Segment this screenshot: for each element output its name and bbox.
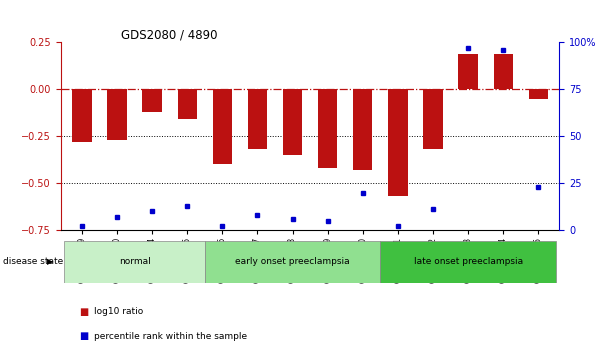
Bar xyxy=(388,89,407,196)
Bar xyxy=(528,89,548,99)
Text: ▶: ▶ xyxy=(47,257,54,267)
Bar xyxy=(142,89,162,112)
Bar xyxy=(178,89,197,119)
Bar xyxy=(213,89,232,164)
Bar xyxy=(108,89,126,140)
Text: log10 ratio: log10 ratio xyxy=(94,307,143,316)
Text: percentile rank within the sample: percentile rank within the sample xyxy=(94,332,247,341)
Bar xyxy=(318,89,337,168)
Bar xyxy=(353,89,372,170)
Bar xyxy=(283,89,302,155)
Bar xyxy=(458,54,478,89)
Text: early onset preeclampsia: early onset preeclampsia xyxy=(235,257,350,267)
Text: normal: normal xyxy=(119,257,150,267)
Bar xyxy=(64,241,205,283)
Text: ■: ■ xyxy=(79,307,88,316)
Bar xyxy=(380,241,556,283)
Bar xyxy=(247,89,267,149)
Bar xyxy=(494,54,513,89)
Text: GDS2080 / 4890: GDS2080 / 4890 xyxy=(120,28,217,41)
Bar xyxy=(423,89,443,149)
Bar xyxy=(72,89,92,142)
Bar xyxy=(205,241,380,283)
Text: late onset preeclampsia: late onset preeclampsia xyxy=(413,257,523,267)
Text: ■: ■ xyxy=(79,331,88,341)
Text: disease state: disease state xyxy=(3,257,63,267)
